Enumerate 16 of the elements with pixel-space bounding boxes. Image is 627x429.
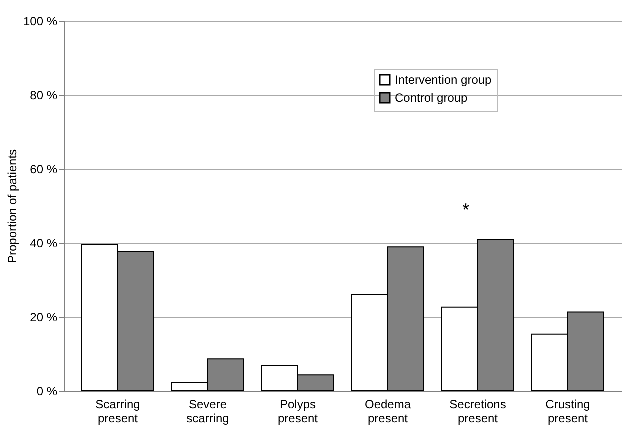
legend-label: Control group	[395, 91, 468, 105]
x-tick-label: Scarring present	[96, 398, 140, 426]
y-tick-label: 100 %	[23, 14, 58, 28]
y-tick-label: 80 %	[30, 88, 58, 102]
y-tick-label: 60 %	[30, 162, 58, 176]
legend-label: Intervention group	[395, 73, 492, 87]
x-tick-label: Oedema present	[364, 398, 412, 426]
y-tick-label: 0 %	[36, 384, 58, 398]
annotation: *	[462, 200, 470, 220]
y-tick-label: 20 %	[30, 310, 58, 324]
x-tick-label: Polyps present	[278, 398, 319, 426]
y-axis-title: Proportion of patients	[5, 149, 20, 264]
x-tick-label: Secretions present	[450, 398, 506, 426]
x-tick-label: Severe scarring	[186, 398, 230, 426]
y-tick-label: 40 %	[30, 236, 58, 250]
x-tick-label: Crusting present	[546, 398, 590, 426]
